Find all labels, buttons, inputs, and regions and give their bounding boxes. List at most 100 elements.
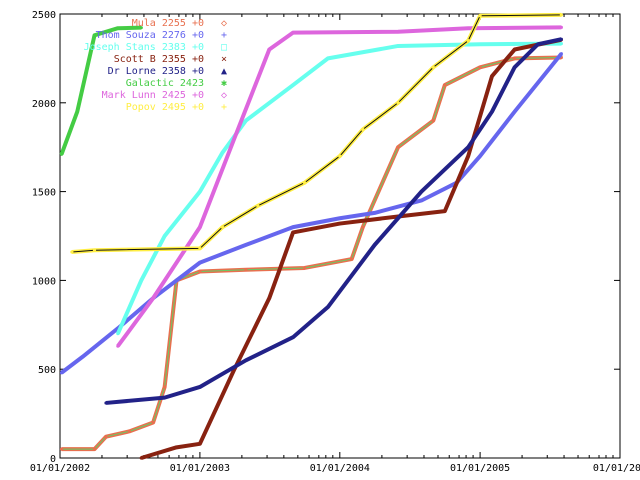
- series-band: [61, 55, 562, 452]
- data-point: [174, 445, 179, 449]
- data-point: [443, 209, 447, 213]
- data-point: [198, 261, 202, 265]
- data-point: [81, 355, 85, 359]
- data-point: [139, 26, 143, 30]
- data-point: [256, 204, 260, 208]
- data-point: [104, 30, 108, 34]
- data-point: [220, 225, 225, 229]
- data-point: [198, 225, 202, 229]
- data-point: [198, 442, 202, 446]
- data-point: [396, 101, 400, 105]
- data-point: [302, 181, 307, 185]
- legend-symbol: +: [221, 30, 227, 41]
- data-point: [350, 257, 354, 261]
- data-point: [244, 118, 248, 123]
- data-point: [326, 56, 330, 61]
- legend-label: Mark Lunn 2425 +0: [102, 90, 204, 101]
- axes: [59, 13, 621, 459]
- y-tick-label: 500: [38, 365, 56, 376]
- legend-label: Popov 2495 +0: [126, 102, 204, 113]
- legend-label: Joseph Stans 2383 +0: [84, 42, 204, 53]
- data-point: [220, 150, 225, 155]
- legend-label: Scott B 2355 +0: [114, 54, 204, 65]
- data-point: [291, 31, 295, 35]
- data-point: [490, 110, 494, 114]
- data-point: [139, 278, 143, 282]
- data-point: [198, 246, 202, 251]
- data-point: [92, 33, 97, 37]
- data-point: [478, 14, 482, 18]
- legend-symbol: ×: [221, 54, 227, 65]
- data-point: [512, 65, 517, 69]
- data-point: [559, 42, 563, 46]
- data-point: [244, 358, 248, 362]
- data-point: [512, 110, 517, 114]
- data-point: [291, 83, 295, 87]
- data-point: [291, 225, 295, 229]
- data-point: [373, 243, 377, 247]
- data-point: [163, 385, 167, 389]
- data-point: [338, 216, 342, 220]
- legend-label: Thom Souza 2276 +0: [96, 30, 204, 41]
- data-point: [70, 250, 74, 254]
- series-7: [70, 12, 563, 254]
- data-point: [466, 39, 470, 43]
- legend-symbol: +: [221, 102, 227, 113]
- series-0: [59, 55, 563, 452]
- data-point: [244, 243, 248, 247]
- data-point: [338, 154, 342, 158]
- data-point: [559, 25, 563, 29]
- data-point: [396, 30, 400, 34]
- data-point: [75, 110, 79, 114]
- data-point: [512, 56, 517, 61]
- series-line: [61, 27, 142, 155]
- y-tick-label: 1000: [32, 276, 56, 287]
- x-tick-label: 01/01/2004: [310, 463, 370, 474]
- data-point: [267, 47, 271, 52]
- data-point: [116, 26, 120, 30]
- data-point: [443, 83, 447, 87]
- data-point: [419, 198, 424, 203]
- data-point: [326, 305, 330, 309]
- data-point: [559, 37, 563, 41]
- series-6: [116, 25, 563, 348]
- data-point: [478, 42, 482, 46]
- data-point: [338, 221, 342, 226]
- legend-symbol: ◇: [221, 18, 227, 29]
- data-point: [92, 447, 97, 451]
- data-point: [373, 211, 377, 215]
- legend-label: Galactic 2423: [126, 78, 204, 89]
- legend-symbol: ◇: [221, 90, 227, 101]
- y-tick-label: 1500: [32, 188, 56, 199]
- y-tick-label: 2500: [32, 10, 56, 21]
- data-point: [291, 230, 295, 235]
- data-point: [536, 42, 540, 46]
- x-tick-label: 01/01/200: [593, 463, 640, 474]
- data-point: [559, 13, 563, 17]
- data-point: [198, 190, 202, 194]
- data-point: [396, 44, 400, 48]
- data-point: [291, 335, 295, 339]
- legend-symbol: ▲: [221, 66, 227, 77]
- data-point: [139, 456, 143, 460]
- data-point: [151, 420, 155, 425]
- data-point: [466, 145, 470, 149]
- data-point: [163, 396, 167, 400]
- series-3: [139, 37, 563, 460]
- legend-symbol: □: [221, 42, 227, 53]
- data-point: [466, 154, 470, 158]
- data-point: [198, 269, 202, 274]
- data-point: [466, 26, 470, 30]
- y-tick-label: 2000: [32, 99, 56, 110]
- data-point: [396, 145, 400, 149]
- data-point: [163, 234, 167, 238]
- data-point: [361, 225, 365, 229]
- x-tick-label: 01/01/2005: [450, 463, 510, 474]
- data-point: [59, 371, 64, 375]
- data-point: [232, 136, 237, 140]
- data-point: [127, 429, 131, 433]
- data-point: [478, 65, 482, 69]
- data-point: [559, 52, 563, 56]
- x-tick-label: 01/01/2002: [30, 463, 90, 474]
